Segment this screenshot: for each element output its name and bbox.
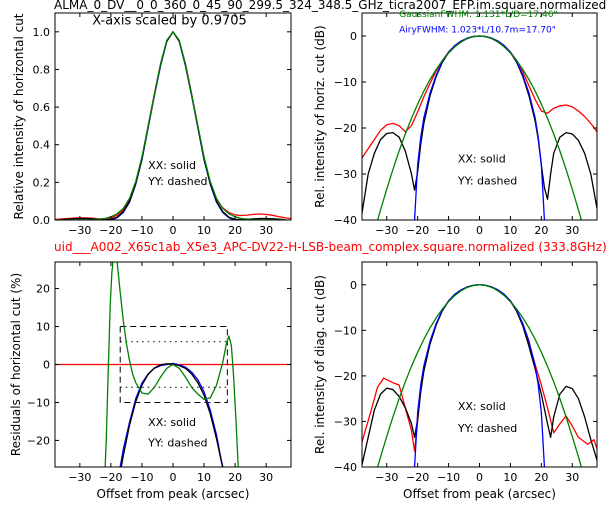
annotation-text: GaussianFWHM: 1.131*L/D=17.46": [399, 10, 557, 20]
y-tick-label: −30: [334, 168, 357, 181]
series-line-2: [413, 284, 546, 467]
x-tick-label: 10: [503, 471, 517, 484]
panel-top-left: −30 −20 −10 0 10 20 30 0.0 0.2 0.4 0.6 0.8 1.0 Relati…: [12, 12, 292, 237]
y-tick-label: −30: [334, 415, 357, 428]
y-tick-label: 0: [350, 279, 357, 292]
annotation-text: XX: solid: [148, 416, 196, 429]
series-line-2: [104, 262, 239, 467]
panel-bottom-left: −30 −20 −10 0 10 20 30 −20 −10 0 10 20 Residuals of …: [9, 261, 292, 501]
plot-area: [362, 35, 597, 220]
series-line-1: [110, 31, 236, 220]
panel-bottom-right: −30 −20 −10 0 10 20 30 −40 −30 −20 −10 0 Rel. intens…: [313, 261, 598, 501]
series-line-1: [120, 363, 224, 467]
annotation-text: XX: solid: [458, 400, 506, 413]
x-tick-label: −10: [437, 471, 460, 484]
plot-frame: [361, 261, 598, 468]
y-axis-label: Residuals of horizontal cut (%): [9, 273, 23, 456]
x-tick-label: 10: [197, 471, 211, 484]
x-tick-label: 0: [170, 471, 177, 484]
series-line-0: [55, 31, 291, 220]
annotation-text: X-axis scaled by 0.9705: [92, 13, 247, 28]
x-tick-label: 20: [228, 471, 242, 484]
x-tick-label: 30: [565, 224, 579, 237]
x-tick-label: 20: [534, 224, 548, 237]
x-tick-label: −10: [130, 471, 153, 484]
tolerance-box: [119, 326, 228, 403]
x-axis-label: Offset from peak (arcsec): [97, 487, 250, 501]
y-tick-label: 1.0: [33, 26, 51, 39]
y-tick-label: 0: [43, 359, 50, 372]
x-tick-label: −30: [68, 224, 91, 237]
x-tick-label: 20: [534, 471, 548, 484]
x-tick-label: 30: [259, 224, 273, 237]
y-tick-label: 0.2: [33, 176, 51, 189]
annotation-text: XX: solid: [148, 159, 196, 172]
x-tick-label: −30: [375, 224, 398, 237]
figure-subtitle: uid___A002_X65c1ab_X5e3_APC-DV22-H-LSB-b…: [54, 240, 607, 254]
x-tick-label: −10: [437, 224, 460, 237]
y-axis-label: Relative intensity of horizontal cut: [12, 13, 26, 219]
y-tick-label: 0.4: [33, 139, 51, 152]
x-tick-label: −20: [99, 471, 122, 484]
x-tick-label: 20: [228, 224, 242, 237]
x-tick-label: 0: [170, 224, 177, 237]
x-tick-label: −10: [130, 224, 153, 237]
series-line-2: [61, 31, 285, 220]
annotation-text: YY: dashed: [457, 422, 517, 435]
series-line-3: [376, 284, 583, 467]
x-tick-label: 0: [476, 224, 483, 237]
y-tick-label: 0.8: [33, 63, 51, 76]
series-line-3: [376, 35, 583, 220]
y-tick-label: 20: [36, 283, 50, 296]
y-tick-label: −20: [334, 370, 357, 383]
x-tick-label: 10: [197, 224, 211, 237]
x-tick-label: −30: [68, 471, 91, 484]
annotation-text: YY: dashed: [147, 437, 207, 450]
y-tick-label: −10: [334, 324, 357, 337]
x-tick-label: −30: [375, 471, 398, 484]
plot-frame: [54, 12, 292, 221]
y-tick-label: −20: [334, 122, 357, 135]
y-tick-label: 0: [350, 30, 357, 43]
series-line-0: [362, 35, 597, 159]
y-tick-label: −40: [334, 461, 357, 474]
y-axis-label: Rel. intensity of diag. cut (dB): [313, 275, 327, 454]
x-tick-label: 10: [503, 224, 517, 237]
x-tick-label: 30: [565, 471, 579, 484]
y-tick-label: 0.0: [33, 214, 51, 227]
y-tick-label: −10: [27, 396, 50, 409]
x-tick-label: −20: [406, 471, 429, 484]
series-line-3: [55, 31, 291, 220]
y-tick-label: −20: [27, 434, 50, 447]
plot-frame: [361, 12, 598, 221]
plot-area: [55, 262, 291, 467]
y-tick-label: −10: [334, 76, 357, 89]
y-tick-label: 0.6: [33, 101, 51, 114]
annotation-text: XX: solid: [458, 153, 506, 166]
x-tick-label: −20: [99, 224, 122, 237]
y-tick-label: −40: [334, 214, 357, 227]
x-tick-label: 30: [259, 471, 273, 484]
plot-area: [362, 284, 597, 467]
figure-title: ALMA_0_DV__0_0_360_0_45_90_299.5_324_348…: [54, 0, 606, 12]
y-axis-label: Rel. intensity of horiz. cut (dB): [313, 25, 327, 207]
annotation-text: YY: dashed: [147, 175, 207, 188]
x-tick-label: 0: [476, 471, 483, 484]
panel-top-right: −30 −20 −10 0 10 20 30 −40 −30 −20 −10 0 Rel. intens…: [313, 10, 598, 237]
x-axis-label: Offset from peak (arcsec): [403, 487, 556, 501]
annotation-text: AiryFWHM: 1.023*L/10.7m=17.70": [399, 25, 556, 35]
series-line-1: [362, 284, 597, 465]
series-line-2: [413, 35, 546, 220]
plot-area: [55, 31, 291, 220]
x-tick-label: −20: [406, 224, 429, 237]
y-tick-label: 10: [36, 321, 50, 334]
annotation-text: YY: dashed: [457, 175, 517, 188]
